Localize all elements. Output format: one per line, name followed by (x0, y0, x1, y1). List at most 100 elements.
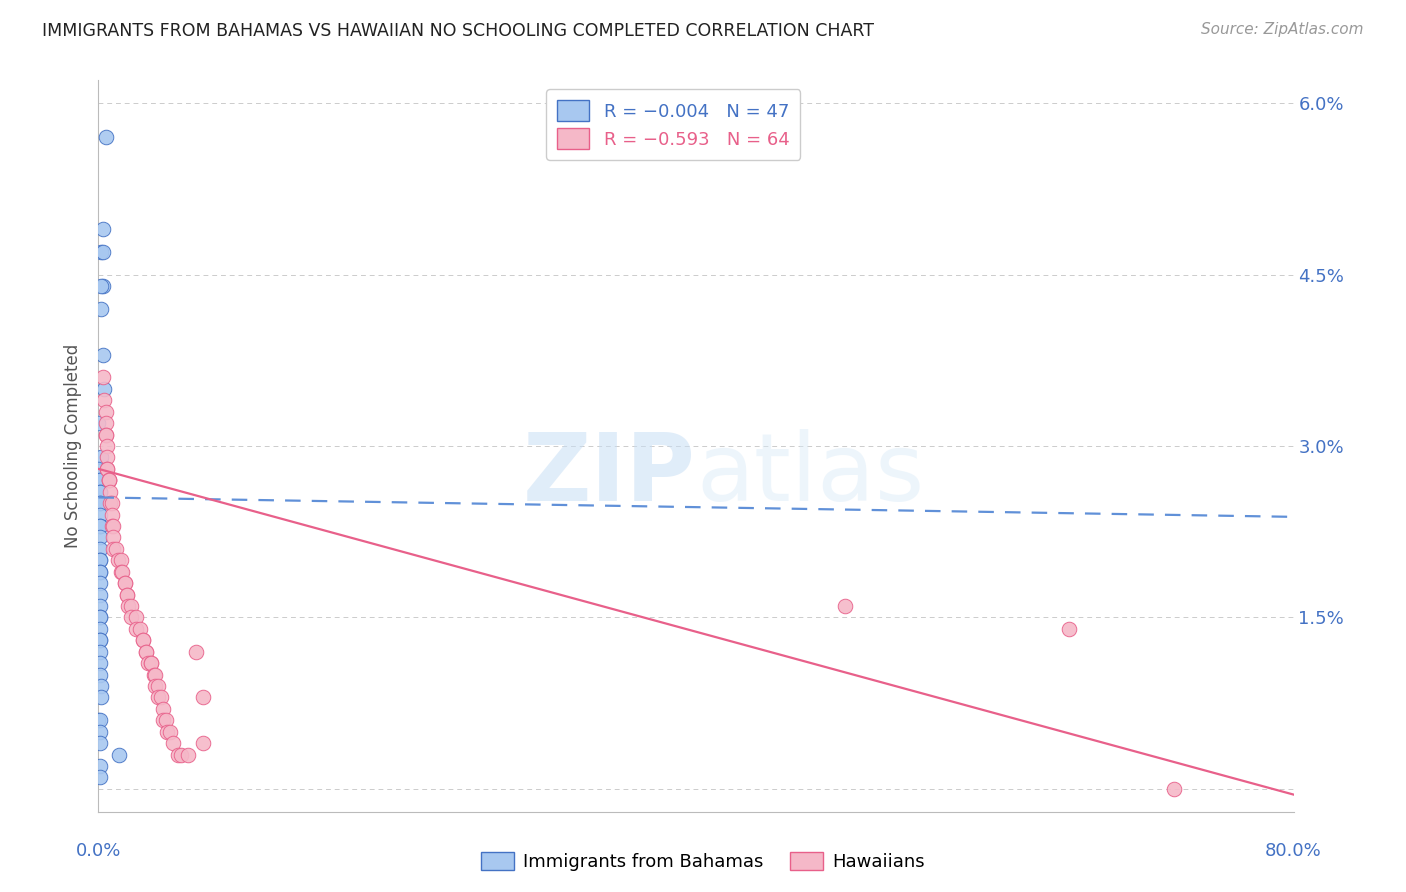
Point (120, 599, 142, 613)
Point (89, 508, 111, 522)
Point (89, 565, 111, 579)
Point (91, 222, 114, 236)
Point (96, 439, 118, 453)
Point (152, 714, 174, 728)
Point (98, 496, 122, 510)
Point (1163, 781, 1185, 796)
Point (89, 656, 111, 670)
Point (89, 496, 111, 510)
Point (89, 484, 111, 499)
Point (94, 427, 117, 442)
Point (148, 690, 170, 705)
Point (89, 553, 111, 567)
Point (115, 588, 138, 602)
Point (115, 588, 138, 602)
Point (91, 279, 114, 293)
Point (96, 450, 118, 465)
Point (103, 541, 125, 556)
Point (125, 610, 148, 624)
Point (90, 690, 112, 705)
Point (89, 645, 111, 659)
Point (87, 462, 110, 476)
Point (166, 747, 188, 762)
Point (136, 656, 159, 670)
Point (94, 405, 117, 419)
Text: ZIP: ZIP (523, 429, 696, 521)
Point (191, 690, 214, 705)
Point (89, 724, 111, 739)
Point (89, 599, 111, 613)
Point (105, 541, 128, 556)
Point (117, 599, 139, 613)
Point (834, 599, 856, 613)
Point (97, 473, 120, 487)
Point (139, 656, 162, 670)
Point (125, 622, 148, 636)
Point (139, 656, 162, 670)
Point (90, 450, 112, 465)
Point (96, 462, 118, 476)
Point (177, 747, 200, 762)
Point (152, 702, 174, 716)
Point (114, 576, 136, 591)
Point (150, 690, 173, 705)
Point (1059, 622, 1081, 636)
Point (156, 724, 179, 739)
Point (143, 679, 166, 693)
Text: atlas: atlas (696, 429, 924, 521)
Point (90, 244, 112, 259)
Point (89, 530, 111, 544)
Point (108, 747, 131, 762)
Point (135, 645, 157, 659)
Point (110, 565, 132, 579)
Point (89, 473, 111, 487)
Point (103, 519, 125, 533)
Point (89, 610, 111, 624)
Point (89, 519, 111, 533)
Point (101, 508, 124, 522)
Point (114, 576, 136, 591)
Point (89, 622, 111, 636)
Point (89, 553, 111, 567)
Point (90, 301, 112, 316)
Point (89, 610, 111, 624)
Point (103, 530, 125, 544)
Point (101, 496, 124, 510)
Point (159, 724, 181, 739)
Point (101, 519, 124, 533)
Point (97, 473, 120, 487)
Point (129, 622, 152, 636)
Point (120, 610, 142, 624)
Point (91, 348, 114, 362)
Point (91, 370, 114, 384)
Point (143, 667, 166, 681)
Legend: Immigrants from Bahamas, Hawaiians: Immigrants from Bahamas, Hawaiians (474, 845, 932, 879)
Text: Source: ZipAtlas.com: Source: ZipAtlas.com (1201, 22, 1364, 37)
Point (132, 633, 155, 648)
Point (98, 484, 122, 499)
Point (110, 553, 132, 567)
Point (89, 484, 111, 499)
Point (87, 416, 110, 430)
Point (93, 393, 115, 408)
Y-axis label: No Schooling Completed: No Schooling Completed (65, 344, 83, 548)
Point (89, 736, 111, 750)
Legend: R = −0.004   N = 47, R = −0.593   N = 64: R = −0.004 N = 47, R = −0.593 N = 64 (546, 89, 800, 160)
Point (89, 759, 111, 773)
Point (94, 130, 117, 145)
Point (89, 667, 111, 681)
Point (107, 553, 129, 567)
Point (97, 473, 120, 487)
Point (89, 633, 111, 648)
Point (89, 565, 111, 579)
Point (89, 576, 111, 591)
Point (155, 714, 177, 728)
Point (89, 496, 111, 510)
Point (89, 473, 111, 487)
Point (96, 462, 118, 476)
Point (91, 244, 114, 259)
Point (90, 279, 112, 293)
Point (191, 736, 214, 750)
Point (89, 541, 111, 556)
Point (89, 771, 111, 785)
